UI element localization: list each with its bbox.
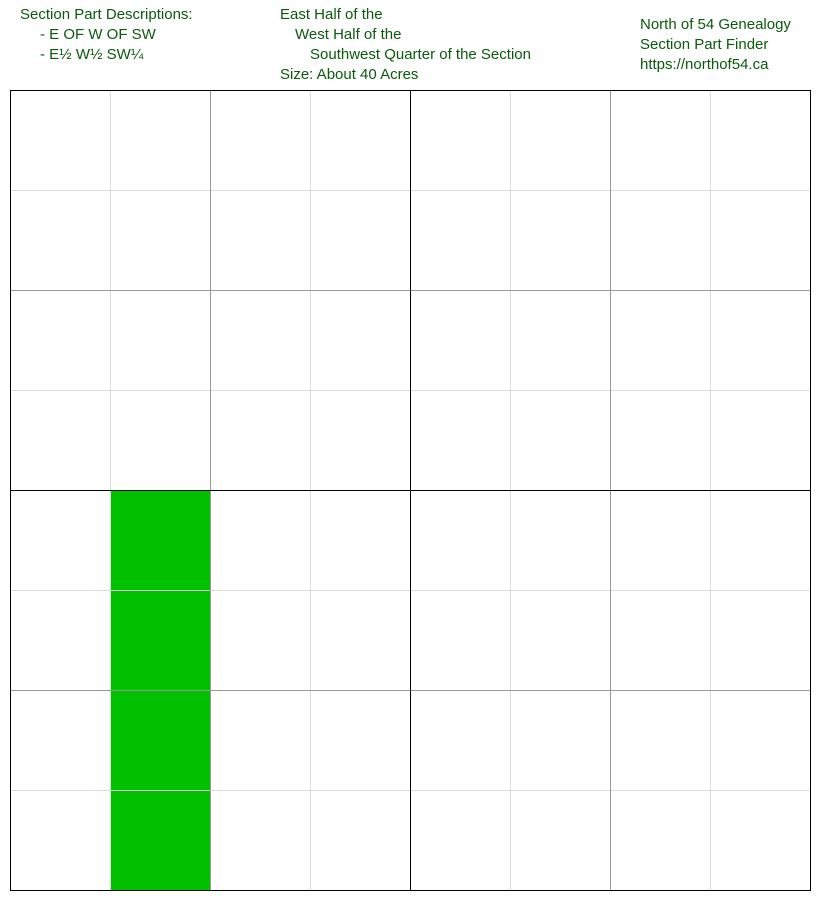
part-size: Size: About 40 Acres	[280, 66, 419, 83]
section-border	[10, 90, 811, 891]
brand-title: North of 54 Genealogy	[640, 16, 791, 33]
highlighted-cell	[110, 690, 210, 790]
highlighted-cell	[110, 490, 210, 590]
description-item: - E OF W OF SW	[40, 26, 156, 43]
part-name-line-3: Southwest Quarter of the Section	[310, 46, 531, 63]
description-item: - E½ W½ SW¼	[40, 46, 144, 63]
part-name-line-2: West Half of the	[295, 26, 402, 43]
part-name-line-1: East Half of the	[280, 6, 383, 23]
highlighted-cell	[110, 790, 210, 890]
brand-subtitle: Section Part Finder	[640, 36, 769, 53]
highlighted-cell	[110, 590, 210, 690]
brand-url[interactable]: https://northof54.ca	[640, 56, 769, 73]
descriptions-heading: Section Part Descriptions:	[20, 6, 193, 23]
